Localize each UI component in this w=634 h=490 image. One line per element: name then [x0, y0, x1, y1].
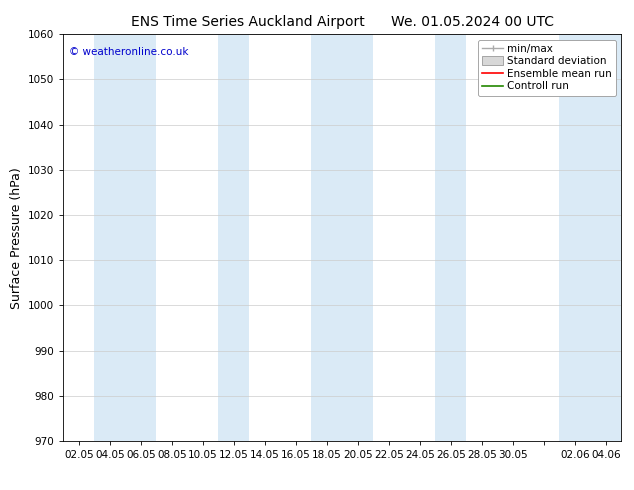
Bar	[311, 34, 342, 441]
Y-axis label: Surface Pressure (hPa): Surface Pressure (hPa)	[10, 167, 23, 309]
Title: ENS Time Series Auckland Airport      We. 01.05.2024 00 UTC: ENS Time Series Auckland Airport We. 01.…	[131, 15, 554, 29]
Bar	[590, 34, 621, 441]
Bar	[342, 34, 373, 441]
Bar	[436, 34, 467, 441]
Bar	[94, 34, 126, 441]
Bar	[126, 34, 157, 441]
Bar	[559, 34, 590, 441]
Legend: min/max, Standard deviation, Ensemble mean run, Controll run: min/max, Standard deviation, Ensemble me…	[478, 40, 616, 96]
Text: © weatheronline.co.uk: © weatheronline.co.uk	[69, 47, 188, 56]
Bar	[218, 34, 249, 441]
